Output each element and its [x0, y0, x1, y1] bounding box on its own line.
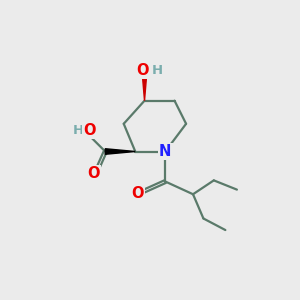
- Text: H: H: [72, 124, 83, 137]
- Polygon shape: [105, 149, 135, 154]
- Text: O: O: [136, 63, 148, 78]
- Text: O: O: [87, 166, 100, 181]
- Text: O: O: [131, 186, 144, 201]
- Text: N: N: [159, 144, 172, 159]
- Polygon shape: [142, 73, 147, 101]
- Text: O: O: [83, 123, 95, 138]
- Text: H: H: [152, 64, 163, 77]
